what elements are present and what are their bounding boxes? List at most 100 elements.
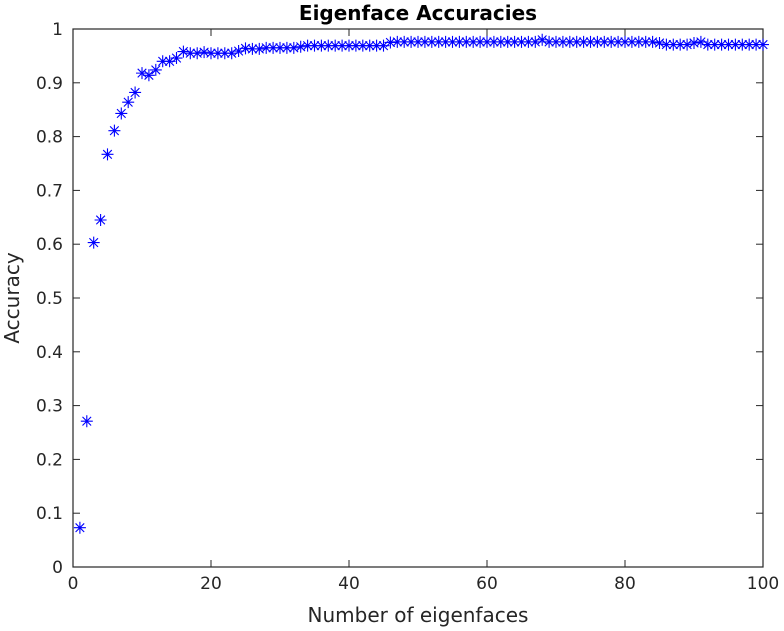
data-point-marker	[446, 35, 459, 48]
data-point-marker	[425, 35, 438, 48]
data-point-marker	[625, 35, 638, 48]
data-point-marker	[418, 35, 431, 48]
data-point-marker	[232, 45, 245, 58]
x-axis-label: Number of eigenfaces	[308, 603, 529, 627]
data-point-marker	[384, 36, 397, 49]
chart-title: Eigenface Accuracies	[299, 1, 537, 25]
data-point-marker	[260, 41, 273, 54]
data-point-marker	[329, 39, 342, 52]
y-tick-label: 0.3	[36, 397, 63, 417]
data-point-marker	[218, 47, 231, 60]
data-point-marker	[156, 55, 169, 68]
data-point-marker	[211, 47, 224, 60]
data-point-marker	[308, 39, 321, 52]
data-point-marker	[301, 39, 314, 52]
data-point-marker	[391, 35, 404, 48]
data-point-marker	[412, 35, 424, 48]
y-tick-label: 0.6	[36, 235, 63, 255]
data-point-marker	[584, 35, 597, 48]
data-point-marker	[294, 40, 307, 53]
data-point-marker	[529, 35, 542, 48]
data-point-marker	[474, 35, 487, 48]
y-tick-label: 0.9	[36, 74, 63, 94]
data-point-marker	[101, 148, 114, 161]
data-point-marker	[73, 521, 86, 534]
data-point-marker	[605, 35, 618, 48]
data-point-marker	[370, 39, 383, 52]
data-point-marker	[149, 63, 162, 76]
data-point-marker	[274, 41, 286, 54]
x-tick-label: 80	[614, 574, 636, 594]
data-point-marker	[184, 47, 197, 60]
data-point-marker	[191, 47, 204, 60]
data-point-marker	[439, 35, 452, 48]
data-point-marker	[501, 35, 514, 48]
data-point-marker	[453, 35, 466, 48]
data-point-marker	[694, 35, 707, 48]
x-tick-label: 60	[476, 574, 498, 594]
data-point-marker	[405, 35, 418, 48]
data-point-marker	[688, 36, 700, 49]
data-point-marker	[377, 39, 390, 52]
data-point-marker	[280, 41, 293, 54]
y-tick-label: 0.2	[36, 450, 63, 470]
data-point-marker	[701, 38, 714, 51]
y-tick-label: 0.1	[36, 504, 63, 524]
data-point-marker	[570, 35, 583, 48]
data-point-marker	[94, 213, 107, 226]
data-point-marker	[80, 415, 93, 428]
data-point-marker	[550, 35, 562, 48]
data-point-marker	[639, 35, 652, 48]
x-tick-label: 100	[747, 574, 779, 594]
x-tick-label: 0	[68, 574, 79, 594]
y-tick-label: 0	[52, 558, 63, 578]
data-point-marker	[398, 35, 411, 48]
data-point-marker	[122, 96, 135, 109]
data-point-marker	[598, 35, 611, 48]
data-point-marker	[612, 35, 625, 48]
data-point-marker	[467, 35, 480, 48]
data-point-marker	[198, 46, 211, 59]
data-point-marker	[494, 35, 507, 48]
data-point-marker	[681, 38, 694, 51]
data-point-marker	[729, 38, 742, 51]
data-point-marker	[667, 38, 680, 51]
data-point-marker	[356, 39, 369, 52]
x-tick-label: 20	[200, 574, 222, 594]
data-point-marker	[460, 35, 473, 48]
data-point-marker	[543, 35, 556, 48]
data-point-marker	[163, 55, 176, 68]
data-point-marker	[653, 36, 666, 49]
data-point-marker	[239, 42, 252, 55]
data-point-marker	[253, 42, 266, 55]
data-point-marker	[674, 38, 687, 51]
data-point-marker	[591, 35, 604, 48]
data-point-marker	[336, 39, 349, 52]
data-point-marker	[515, 35, 528, 48]
data-point-marker	[757, 38, 769, 51]
data-point-marker	[177, 45, 190, 58]
data-point-marker	[536, 33, 549, 46]
data-point-marker	[170, 52, 183, 65]
data-point-marker	[246, 42, 259, 55]
data-point-marker	[142, 69, 155, 82]
data-point-marker	[619, 35, 631, 48]
data-point-marker	[743, 38, 756, 51]
y-tick-label: 0.4	[36, 343, 63, 363]
data-point-marker	[432, 35, 445, 48]
data-point-marker	[556, 35, 569, 48]
data-point-marker	[646, 35, 659, 48]
y-axis-label: Accuracy	[0, 252, 24, 343]
data-point-marker	[481, 35, 493, 48]
data-point-marker	[736, 38, 749, 51]
data-point-marker	[563, 35, 576, 48]
data-point-marker	[322, 39, 335, 52]
data-point-marker	[487, 35, 500, 48]
data-point-marker	[315, 39, 328, 52]
data-point-marker	[87, 236, 100, 249]
data-point-marker	[136, 67, 148, 80]
data-point-marker	[363, 39, 376, 52]
data-point-marker	[108, 124, 121, 137]
y-tick-label: 1	[52, 20, 63, 40]
